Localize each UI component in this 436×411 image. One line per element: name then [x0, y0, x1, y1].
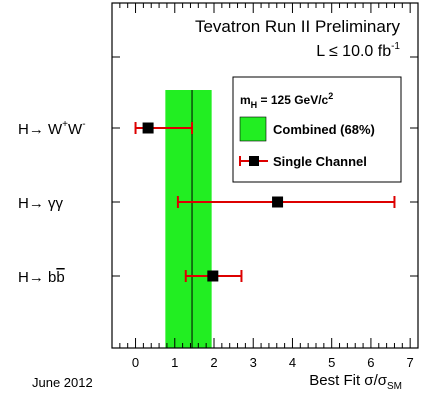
x-tick-label: 0 — [132, 355, 139, 370]
channel-1 — [176, 196, 396, 208]
channel-marker — [142, 122, 154, 134]
legend-combined-swatch — [239, 116, 267, 142]
legend-mass-label: mH = 125 GeV/c2 — [240, 91, 333, 110]
x-axis-label: Best Fit σ/σSM — [309, 372, 402, 392]
luminosity-label: L ≤ 10.0 fb-1 — [316, 41, 400, 60]
legend: mH = 125 GeV/c2 Combined (68%) Single Ch… — [232, 76, 402, 183]
x-tick-label: 1 — [171, 355, 178, 370]
channel-label-gammagamma: H→ γγ — [18, 195, 64, 212]
plot-frame — [111, 2, 419, 349]
channel-layer — [134, 122, 396, 282]
x-ticks: 0 1 2 3 4 5 6 7 — [119, 3, 414, 370]
channel-marker — [272, 196, 284, 208]
combined-band — [165, 90, 212, 348]
legend-single-label: Single Channel — [273, 154, 367, 169]
channel-marker — [207, 270, 219, 282]
x-tick-label: 7 — [407, 355, 414, 370]
date-note: June 2012 — [32, 375, 93, 390]
y-ticks — [112, 56, 418, 277]
chart-title: Tevatron Run II Preliminary — [195, 17, 401, 36]
band-layer — [165, 90, 212, 348]
x-tick-label: 3 — [250, 355, 257, 370]
legend-combined-label: Combined (68%) — [273, 122, 375, 137]
legend-single-marker — [249, 156, 259, 166]
channel-0 — [134, 122, 194, 134]
channel-label-ww: H→ W+W- — [18, 119, 86, 138]
channel-label-bb: H→ bb — [18, 269, 65, 286]
x-tick-label: 2 — [210, 355, 217, 370]
channel-2 — [184, 270, 243, 282]
x-tick-label: 6 — [367, 355, 374, 370]
x-tick-label: 5 — [328, 355, 335, 370]
x-tick-label: 4 — [289, 355, 296, 370]
